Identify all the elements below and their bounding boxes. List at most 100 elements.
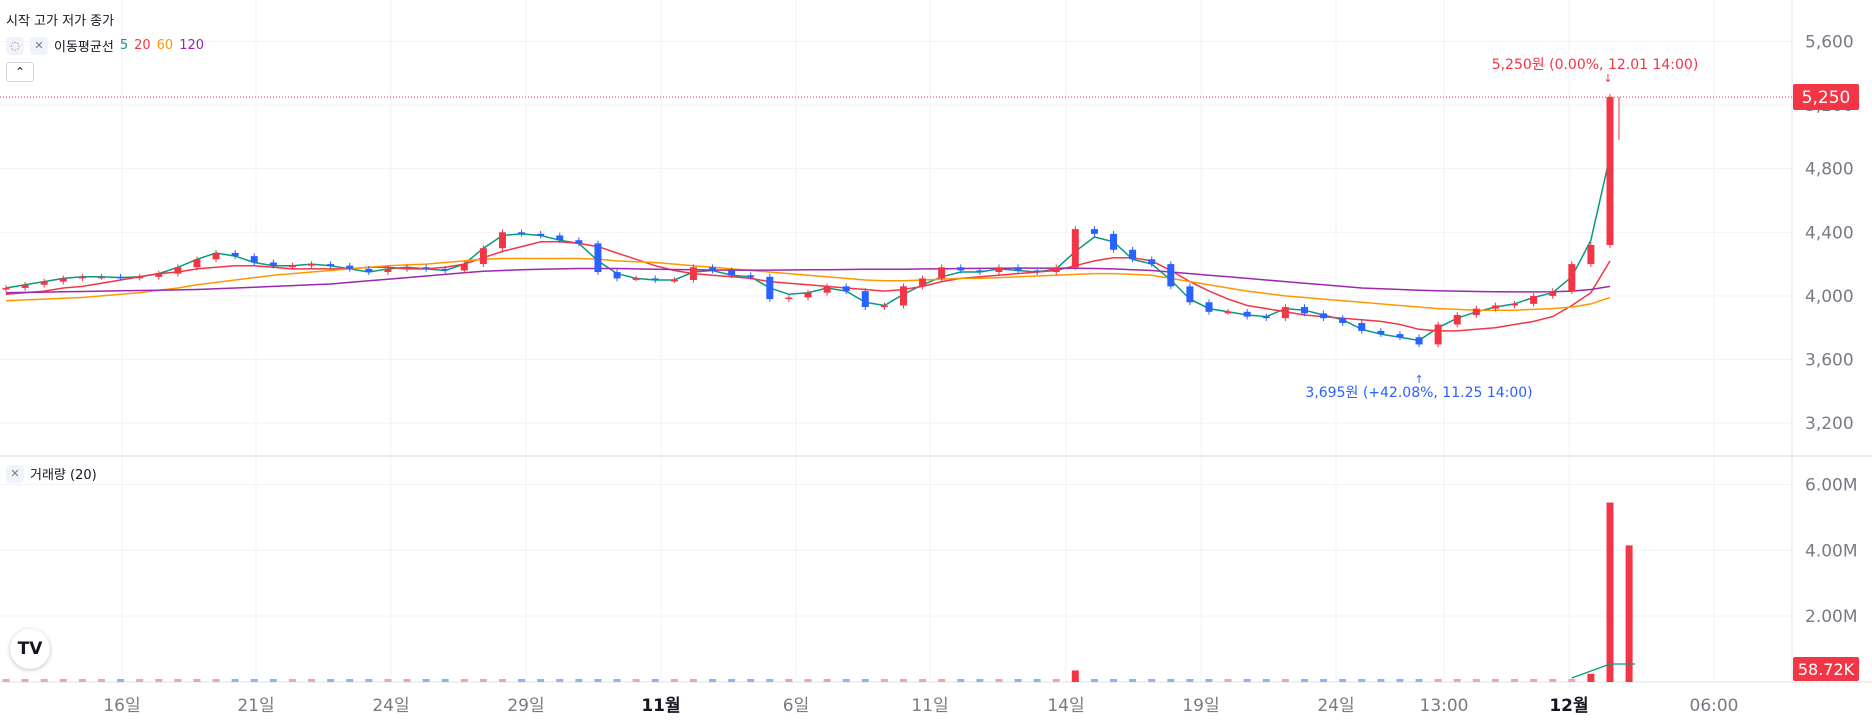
candle-body	[308, 264, 316, 266]
ma60-line	[5, 257, 1611, 311]
candle-body	[21, 284, 29, 288]
volume-bar	[1110, 679, 1118, 682]
volume-bar	[1224, 679, 1232, 682]
candle-body	[1491, 305, 1499, 309]
candle-body	[346, 265, 354, 269]
candle-body	[97, 276, 105, 279]
candle-body	[594, 243, 602, 273]
volume-bar	[842, 679, 850, 682]
ma5-period: 5	[119, 38, 129, 53]
candle-body	[136, 276, 144, 279]
candle-body	[174, 267, 182, 274]
volume-close-icon[interactable]: ✕	[6, 464, 24, 483]
volume-label: 거래량 (20)	[30, 468, 97, 483]
time-tick-label: 12월	[1549, 696, 1588, 716]
volume-bar	[1071, 670, 1079, 682]
volume-bar	[651, 679, 659, 682]
time-tick-label: 29일	[507, 696, 544, 716]
candle-body	[537, 233, 545, 236]
volume-tick-label: 2.00M	[1805, 607, 1858, 627]
volume-bar	[976, 679, 984, 682]
volume-bar	[670, 679, 678, 682]
volume-bar	[40, 679, 48, 682]
volume-bar	[1358, 679, 1366, 682]
volume-bar	[556, 679, 564, 682]
volume-bar	[1205, 679, 1213, 682]
close-icon[interactable]: ✕	[30, 36, 48, 55]
volume-bar	[995, 679, 1003, 682]
candle-body	[1472, 308, 1480, 315]
volume-bar	[346, 679, 354, 682]
time-tick-label: 06:00	[1690, 696, 1739, 716]
candle-body	[1358, 322, 1366, 331]
volume-bar	[938, 679, 946, 682]
volume-bar	[1167, 679, 1175, 682]
candle-body	[1568, 264, 1576, 292]
candle-body	[880, 305, 888, 308]
high-annotation: 5,250원 (0.00%, 12.01 14:00)	[1492, 57, 1699, 73]
volume-bar	[689, 679, 697, 682]
candle-body	[1224, 311, 1232, 314]
tradingview-logo[interactable]: TV	[10, 629, 50, 669]
candle-body	[938, 267, 946, 279]
candle-body	[1205, 302, 1213, 312]
last-price-badge	[1793, 84, 1859, 111]
volume-bar	[537, 679, 545, 682]
time-tick-label: 21일	[237, 696, 274, 716]
collapse-legend-button[interactable]: ⌃	[6, 62, 34, 82]
candle-body	[1377, 330, 1385, 335]
candle-body	[1320, 313, 1328, 319]
candle-body	[2, 287, 10, 290]
volume-bar	[728, 679, 736, 682]
volume-bar	[403, 679, 411, 682]
candle-body	[1281, 307, 1289, 319]
volume-bar	[1129, 679, 1137, 682]
eye-off-icon[interactable]: ◌	[6, 36, 24, 55]
volume-bar	[78, 679, 86, 682]
volume-bar	[193, 679, 201, 682]
volume-tick-label: 6.00M	[1805, 475, 1858, 495]
volume-bar	[59, 679, 67, 682]
volume-bar	[1453, 679, 1461, 682]
candle-body	[1033, 270, 1041, 273]
candle-body	[1511, 303, 1519, 306]
candle-body	[384, 268, 392, 273]
high-arrow: ↓	[1603, 72, 1612, 85]
volume-bar	[1339, 679, 1347, 682]
candle-body	[1587, 245, 1595, 265]
ma5-line	[5, 155, 1611, 342]
candle-body	[117, 276, 125, 279]
candle-body	[1090, 229, 1098, 234]
candle-body	[632, 278, 640, 280]
ma120-period: 120	[179, 38, 205, 53]
candle-body	[1243, 311, 1251, 317]
candle-body	[1415, 337, 1423, 345]
candle-body	[556, 235, 564, 241]
candle-body	[327, 264, 335, 266]
volume-bar	[575, 679, 583, 682]
candle-body	[460, 264, 468, 271]
candle-body	[479, 248, 487, 265]
volume-bar	[1491, 679, 1499, 682]
volume-bar	[1625, 545, 1633, 682]
volume-bar	[1472, 679, 1480, 682]
volume-bar	[747, 679, 755, 682]
candle-body	[728, 270, 736, 276]
volume-bar	[212, 679, 220, 682]
price-tick-label: 4,800	[1805, 160, 1854, 180]
candle-body	[861, 291, 869, 308]
candle-body	[1186, 286, 1194, 303]
volume-bar	[1377, 679, 1385, 682]
volume-bar	[1033, 679, 1041, 682]
volume-bar	[1587, 673, 1595, 682]
price-tick-label: 4,000	[1805, 287, 1854, 307]
volume-bar	[899, 679, 907, 682]
volume-bar	[498, 679, 506, 682]
candle-body	[747, 275, 755, 277]
volume-bar	[1300, 679, 1308, 682]
candle-body	[59, 278, 67, 282]
volume-ma-line	[1571, 663, 1636, 679]
candle-body	[976, 270, 984, 273]
candle-body	[1014, 267, 1022, 271]
